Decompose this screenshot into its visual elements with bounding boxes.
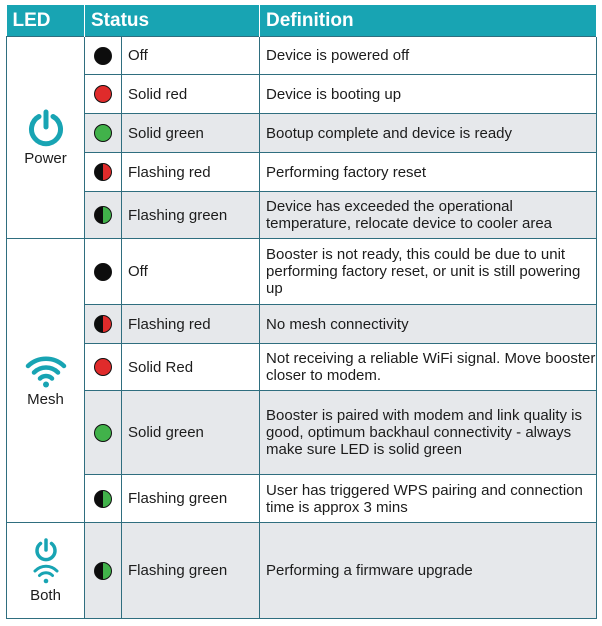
header-definition: Definition bbox=[259, 5, 598, 37]
led-dot-off bbox=[94, 46, 112, 65]
definition-text: Bootup complete and device is ready bbox=[259, 113, 598, 153]
led-indicator-cell bbox=[84, 390, 122, 475]
table-row: Flashing red Performing factory reset bbox=[7, 152, 598, 192]
status-text: Flashing red bbox=[120, 152, 261, 192]
led-indicator-cell bbox=[84, 238, 122, 305]
status-text: Flashing red bbox=[120, 304, 261, 344]
status-text: Solid green bbox=[120, 113, 261, 153]
table-row: Both Flashing green Performing a firmwar… bbox=[6, 522, 598, 619]
status-text: Solid green bbox=[120, 390, 261, 475]
status-text: Off bbox=[120, 238, 261, 305]
definition-text: Booster is not ready, this could be due … bbox=[259, 238, 598, 305]
led-indicator-cell bbox=[84, 304, 122, 344]
table-row: Mesh Off Booster is not ready, this coul… bbox=[6, 238, 598, 523]
definition-text: Device is booting up bbox=[259, 74, 598, 114]
table-row: Flashing green Device has exceeded the o… bbox=[7, 191, 598, 239]
definition-text: User has triggered WPS pairing and conne… bbox=[259, 474, 598, 523]
status-text: Flashing green bbox=[120, 522, 261, 619]
led-dot-red bbox=[94, 85, 112, 104]
status-text: Flashing green bbox=[120, 191, 261, 239]
power-wifi-icon bbox=[33, 538, 58, 584]
led-dot-green bbox=[94, 423, 112, 442]
led-indicator-cell bbox=[84, 74, 122, 114]
definition-text: Booster is paired with modem and link qu… bbox=[259, 390, 598, 475]
definition-text: Device is powered off bbox=[259, 36, 598, 75]
status-text: Solid Red bbox=[120, 343, 261, 391]
led-dot-flashing-green bbox=[94, 561, 112, 580]
led-dot-green bbox=[94, 124, 112, 143]
led-indicator-cell bbox=[84, 343, 122, 391]
led-indicator-cell bbox=[84, 36, 122, 75]
led-dot-red bbox=[94, 358, 112, 377]
led-indicator-cell bbox=[84, 474, 122, 523]
led-label-power: Power bbox=[24, 150, 67, 167]
definition-text: Not receiving a reliable WiFi signal. Mo… bbox=[259, 343, 598, 391]
status-text: Flashing green bbox=[120, 474, 261, 523]
led-indicator-cell bbox=[84, 191, 122, 239]
definition-text: Performing factory reset bbox=[259, 152, 598, 192]
status-text: Off bbox=[120, 36, 261, 75]
table-header-row: LED Status Definition bbox=[6, 5, 598, 37]
led-dot-flashing-red bbox=[94, 315, 112, 334]
led-dot-flashing-red bbox=[94, 163, 112, 182]
table-row: Flashing green User has triggered WPS pa… bbox=[7, 474, 598, 523]
led-dot-off bbox=[94, 262, 112, 281]
table-row: Solid green Booster is paired with modem… bbox=[7, 390, 598, 475]
led-dot-flashing-green bbox=[94, 489, 112, 508]
led-indicator-cell bbox=[84, 152, 122, 192]
wifi-icon bbox=[25, 356, 66, 388]
definition-text: Device has exceeded the operational temp… bbox=[259, 191, 598, 239]
led-cell-power: Power bbox=[6, 36, 85, 239]
header-status: Status bbox=[84, 5, 261, 37]
definition-text: No mesh connectivity bbox=[259, 304, 598, 344]
led-cell-both: Both bbox=[6, 522, 85, 619]
led-label-mesh: Mesh bbox=[27, 391, 64, 408]
led-label-both: Both bbox=[30, 587, 61, 604]
led-dot-flashing-green bbox=[94, 206, 112, 225]
definition-text: Performing a firmware upgrade bbox=[259, 522, 598, 619]
led-status-table: LED Status Definition Power Off Device i… bbox=[6, 5, 598, 619]
table-row: Solid red Device is booting up bbox=[7, 74, 598, 114]
led-indicator-cell bbox=[84, 522, 122, 619]
table-row: Flashing red No mesh connectivity bbox=[7, 304, 598, 344]
table-row: Power Off Device is powered off bbox=[6, 36, 598, 239]
led-cell-mesh: Mesh bbox=[6, 238, 85, 523]
header-led: LED bbox=[6, 5, 85, 37]
table-row: Solid green Bootup complete and device i… bbox=[7, 113, 598, 153]
status-text: Solid red bbox=[120, 74, 261, 114]
table-row: Solid Red Not receiving a reliable WiFi … bbox=[7, 343, 598, 391]
power-icon bbox=[28, 109, 63, 147]
led-indicator-cell bbox=[84, 113, 122, 153]
